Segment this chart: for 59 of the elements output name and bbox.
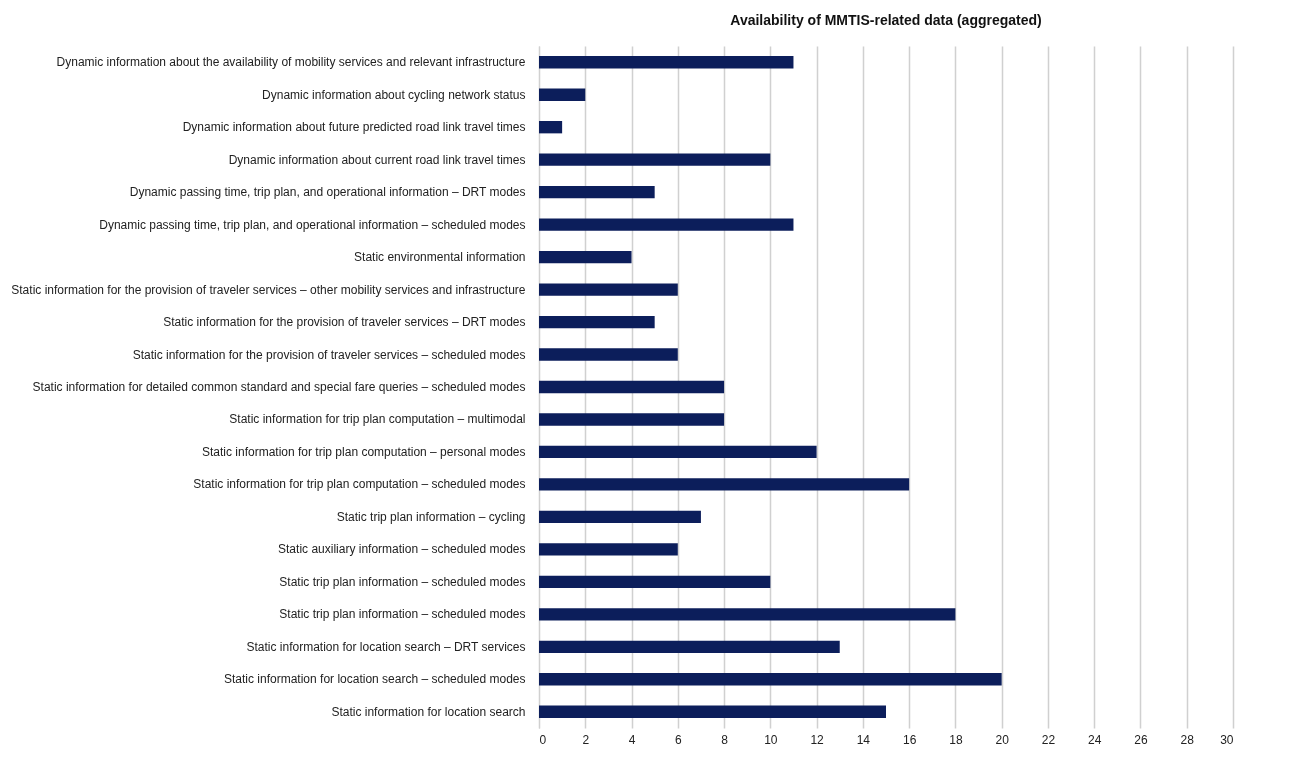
x-tick-label: 2 <box>582 732 590 747</box>
y-tick-label: Dynamic information about the availability of mobility services and relevant infrastructure <box>56 55 526 70</box>
y-tick-label: Static trip plan information – cycling <box>336 509 526 524</box>
y-tick-label: Static information for location search <box>331 704 526 719</box>
x-tick-label: 14 <box>856 732 871 747</box>
x-tick-label: 10 <box>764 732 778 747</box>
bar <box>539 88 586 101</box>
y-tick-label: Static information for the provision of traveler services – DRT modes <box>163 315 526 330</box>
bar <box>539 218 794 231</box>
x-tick-label: 30 <box>1220 732 1234 747</box>
y-tick-label: Static information for location search – DRT services <box>246 639 526 654</box>
y-tick-label: Dynamic information about future predicted road link travel times <box>182 120 526 135</box>
y-tick-label: Dynamic passing time, trip plan, and operational information – scheduled modes <box>99 217 526 232</box>
x-tick-label: 18 <box>949 732 963 747</box>
y-tick-label: Static information for trip plan computation – scheduled modes <box>193 477 526 492</box>
bar <box>539 121 563 134</box>
x-tick-label: 24 <box>1088 732 1102 747</box>
bar <box>539 673 1002 686</box>
x-tick-label: 20 <box>995 732 1010 747</box>
bar <box>539 283 678 296</box>
bar <box>539 250 632 264</box>
bar <box>539 445 817 459</box>
bar <box>539 348 678 361</box>
bar <box>539 640 840 653</box>
bar <box>539 380 725 394</box>
y-tick-label: Dynamic passing time, trip plan, and operational information – DRT modes <box>129 185 526 200</box>
bar <box>539 185 655 199</box>
bar <box>539 56 794 69</box>
bar <box>539 478 910 491</box>
bar <box>539 543 678 556</box>
y-tick-label: Static environmental information <box>354 250 526 265</box>
y-tick-label: Static information for the provision of traveler services – scheduled modes <box>132 347 526 362</box>
y-tick-label: Static trip plan information – scheduled modes <box>279 607 526 622</box>
y-tick-label: Static information for detailed common standard and special fare queries – scheduled modes <box>32 380 526 394</box>
bar <box>539 315 655 329</box>
bar <box>539 413 725 426</box>
x-tick-label: 26 <box>1134 732 1148 747</box>
bar <box>539 153 771 166</box>
x-tick-label: 4 <box>628 732 636 747</box>
x-tick-label: 22 <box>1041 732 1056 747</box>
bar <box>539 510 701 524</box>
y-tick-label: Static trip plan information – scheduled modes <box>279 574 526 589</box>
x-tick-label: 6 <box>674 732 682 747</box>
x-tick-label: 16 <box>902 732 917 747</box>
y-tick-label: Static information for location search – scheduled modes <box>224 672 526 687</box>
bar <box>539 575 771 589</box>
y-tick-label: Dynamic information about current road link travel times <box>228 152 526 167</box>
y-tick-label: Dynamic information about cycling network status <box>262 87 526 102</box>
bar <box>539 705 886 718</box>
x-tick-label: 28 <box>1180 732 1195 747</box>
y-tick-label: Static information for the provision of traveler services – other mobility services and infrastructure <box>11 282 526 297</box>
x-tick-label: 0 <box>539 732 547 747</box>
bar <box>539 608 956 621</box>
x-tick-label: 12 <box>810 732 825 747</box>
y-tick-label: Static information for trip plan computation – personal modes <box>201 444 526 459</box>
y-tick-label: Static information for trip plan computation – multimodal <box>229 412 526 427</box>
x-tick-label: 8 <box>721 732 729 747</box>
chart-title: Availability of MMTIS-related data (aggregated) <box>730 12 1042 28</box>
y-tick-label: Static auxiliary information – scheduled modes <box>278 542 526 557</box>
